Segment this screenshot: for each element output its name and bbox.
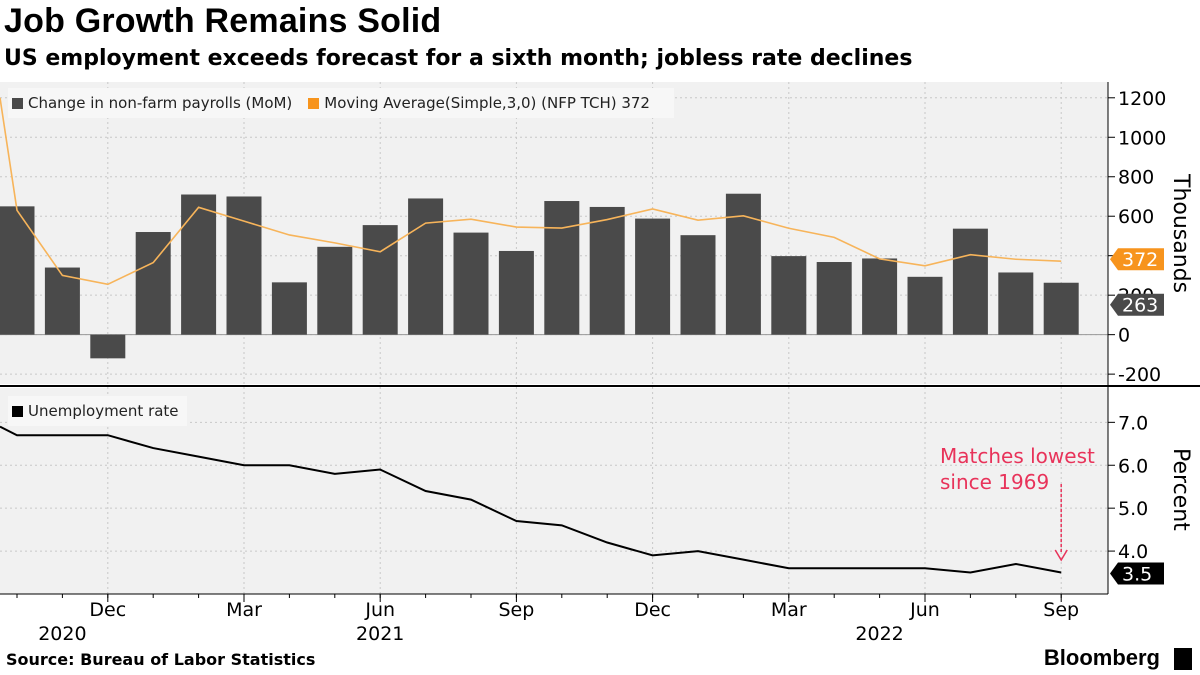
payroll-bar — [453, 232, 489, 335]
x-year-label: 2021 — [356, 623, 404, 645]
payroll-bar — [44, 267, 80, 335]
payroll-bar — [862, 258, 898, 335]
legend-item-payrolls: Change in non-farm payrolls (MoM) — [12, 94, 292, 112]
annotation-text: since 1969 — [940, 470, 1049, 494]
brand-logo: Bloomberg — [1043, 645, 1160, 670]
top-axis-title: Thousands — [1168, 173, 1193, 293]
payroll-bar — [271, 282, 307, 335]
source-note: Source: Bureau of Labor Statistics — [6, 650, 316, 669]
payrolls-end-label: 263 — [1122, 295, 1158, 317]
legend-swatch-unemployment — [12, 405, 23, 417]
payroll-bar — [317, 246, 353, 335]
legend-swatch-payrolls — [12, 97, 23, 109]
bottom-y-tick-label: 5.0 — [1118, 498, 1148, 520]
payroll-bar — [1043, 282, 1079, 335]
payroll-bar — [226, 196, 262, 335]
moving-average-line — [0, 97, 1062, 286]
bottom-axis-title: Percent — [1168, 448, 1193, 531]
x-tick-label: Dec — [634, 599, 671, 621]
payroll-bar — [771, 256, 807, 335]
legend-label-moving-average: Moving Average(Simple,3,0) (NFP TCH) 372 — [324, 94, 650, 112]
x-tick-label: Sep — [1043, 599, 1079, 621]
moving-average-end-label: 372 — [1122, 249, 1158, 271]
legend-item-unemployment: Unemployment rate — [12, 402, 179, 420]
top-y-tick-label: 800 — [1118, 167, 1154, 189]
x-year-label: 2020 — [38, 623, 86, 645]
x-tick-label: Mar — [771, 599, 807, 621]
unemployment-end-label-box — [1110, 562, 1164, 585]
legend-swatch-moving-average — [308, 97, 320, 109]
moving-average-end-label-box — [1110, 248, 1164, 271]
legend-label-payrolls: Change in non-farm payrolls (MoM) — [28, 94, 293, 112]
payrolls-legend: Change in non-farm payrolls (MoM) Moving… — [8, 88, 674, 118]
payroll-bar — [907, 276, 943, 335]
bottom-y-tick-label: 4.0 — [1118, 541, 1148, 563]
bottom-y-tick-label: 6.0 — [1118, 455, 1148, 477]
payroll-bar — [589, 206, 625, 335]
payroll-bar — [998, 272, 1034, 335]
unemployment-legend: Unemployment rate — [8, 396, 187, 426]
x-tick-label: Jun — [909, 599, 940, 621]
top-y-tick-label: 1000 — [1118, 127, 1166, 149]
payrolls-end-label-box — [1110, 293, 1164, 316]
legend-item-moving-average: Moving Average(Simple,3,0) (NFP TCH) 372 — [308, 94, 650, 112]
payroll-bar — [181, 194, 217, 335]
payroll-bar — [952, 228, 988, 335]
bottom-y-tick-label: 7.0 — [1118, 412, 1148, 434]
chart-subtitle: US employment exceeds forecast for a six… — [4, 46, 913, 71]
top-y-tick-label: 600 — [1118, 206, 1154, 228]
payroll-bar — [680, 235, 716, 335]
payroll-bar — [362, 225, 398, 335]
x-tick-label: Dec — [89, 599, 126, 621]
x-tick-label: Jun — [364, 599, 395, 621]
payroll-bar — [816, 262, 852, 335]
brand-mark-icon — [1174, 648, 1192, 670]
x-tick-label: Sep — [498, 599, 534, 621]
payroll-bar — [544, 201, 580, 335]
payroll-bar — [498, 250, 534, 335]
payroll-bar — [0, 206, 35, 335]
payroll-bar — [408, 198, 444, 335]
x-tick-label: Mar — [226, 599, 262, 621]
unemployment-line — [0, 425, 1062, 574]
payroll-bar — [90, 334, 126, 359]
payroll-bar — [635, 218, 671, 335]
top-y-tick-label: 1200 — [1118, 88, 1166, 110]
legend-label-unemployment: Unemployment rate — [28, 402, 179, 420]
payroll-bar — [725, 193, 761, 335]
x-year-label: 2022 — [855, 623, 903, 645]
top-y-tick-label: -200 — [1118, 364, 1161, 386]
annotation-arrow-head — [1054, 549, 1068, 562]
chart-title: Job Growth Remains Solid — [4, 2, 442, 40]
annotation-text: Matches lowest — [940, 444, 1095, 468]
unemployment-end-label: 3.5 — [1122, 564, 1152, 586]
top-y-tick-label: 0 — [1118, 325, 1130, 347]
